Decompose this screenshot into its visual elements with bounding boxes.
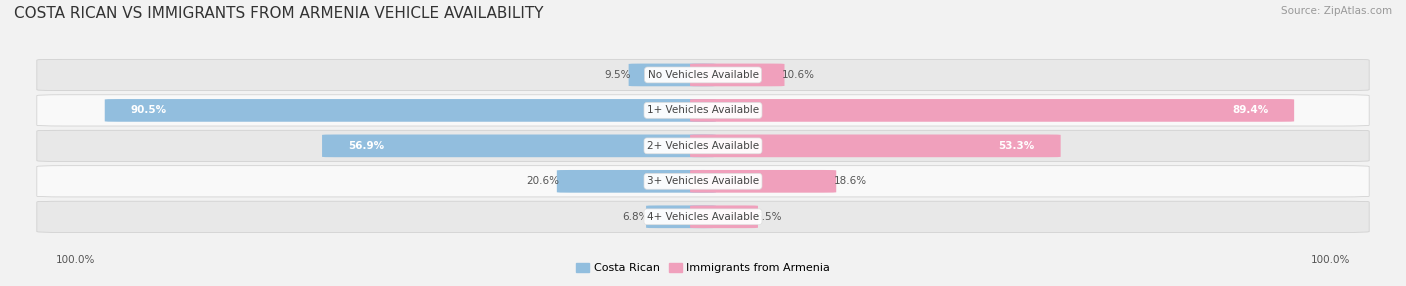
Text: 89.4%: 89.4% — [1232, 106, 1268, 115]
Text: 4+ Vehicles Available: 4+ Vehicles Available — [647, 212, 759, 222]
Text: 20.6%: 20.6% — [526, 176, 560, 186]
FancyBboxPatch shape — [690, 170, 837, 193]
Text: 100.0%: 100.0% — [56, 255, 96, 265]
Text: 6.8%: 6.8% — [623, 212, 648, 222]
Text: Source: ZipAtlas.com: Source: ZipAtlas.com — [1281, 6, 1392, 16]
FancyBboxPatch shape — [37, 201, 1369, 233]
FancyBboxPatch shape — [322, 134, 716, 157]
FancyBboxPatch shape — [690, 134, 1060, 157]
Text: 18.6%: 18.6% — [834, 176, 866, 186]
Text: 100.0%: 100.0% — [1310, 255, 1350, 265]
Text: 3+ Vehicles Available: 3+ Vehicles Available — [647, 176, 759, 186]
FancyBboxPatch shape — [37, 166, 1369, 197]
FancyBboxPatch shape — [557, 170, 716, 193]
Text: 6.5%: 6.5% — [755, 212, 782, 222]
FancyBboxPatch shape — [37, 95, 1369, 126]
FancyBboxPatch shape — [690, 63, 785, 86]
Text: 9.5%: 9.5% — [605, 70, 631, 80]
FancyBboxPatch shape — [37, 130, 1369, 162]
Text: 1+ Vehicles Available: 1+ Vehicles Available — [647, 106, 759, 115]
FancyBboxPatch shape — [647, 205, 716, 228]
Text: 2+ Vehicles Available: 2+ Vehicles Available — [647, 141, 759, 151]
Text: 53.3%: 53.3% — [998, 141, 1035, 151]
FancyBboxPatch shape — [690, 205, 758, 228]
Text: 10.6%: 10.6% — [782, 70, 815, 80]
FancyBboxPatch shape — [37, 59, 1369, 91]
Text: No Vehicles Available: No Vehicles Available — [648, 70, 758, 80]
FancyBboxPatch shape — [628, 63, 716, 86]
Legend: Costa Rican, Immigrants from Armenia: Costa Rican, Immigrants from Armenia — [571, 258, 835, 278]
Text: 90.5%: 90.5% — [131, 106, 167, 115]
Text: COSTA RICAN VS IMMIGRANTS FROM ARMENIA VEHICLE AVAILABILITY: COSTA RICAN VS IMMIGRANTS FROM ARMENIA V… — [14, 6, 544, 21]
FancyBboxPatch shape — [690, 99, 1294, 122]
FancyBboxPatch shape — [104, 99, 716, 122]
Text: 56.9%: 56.9% — [347, 141, 384, 151]
